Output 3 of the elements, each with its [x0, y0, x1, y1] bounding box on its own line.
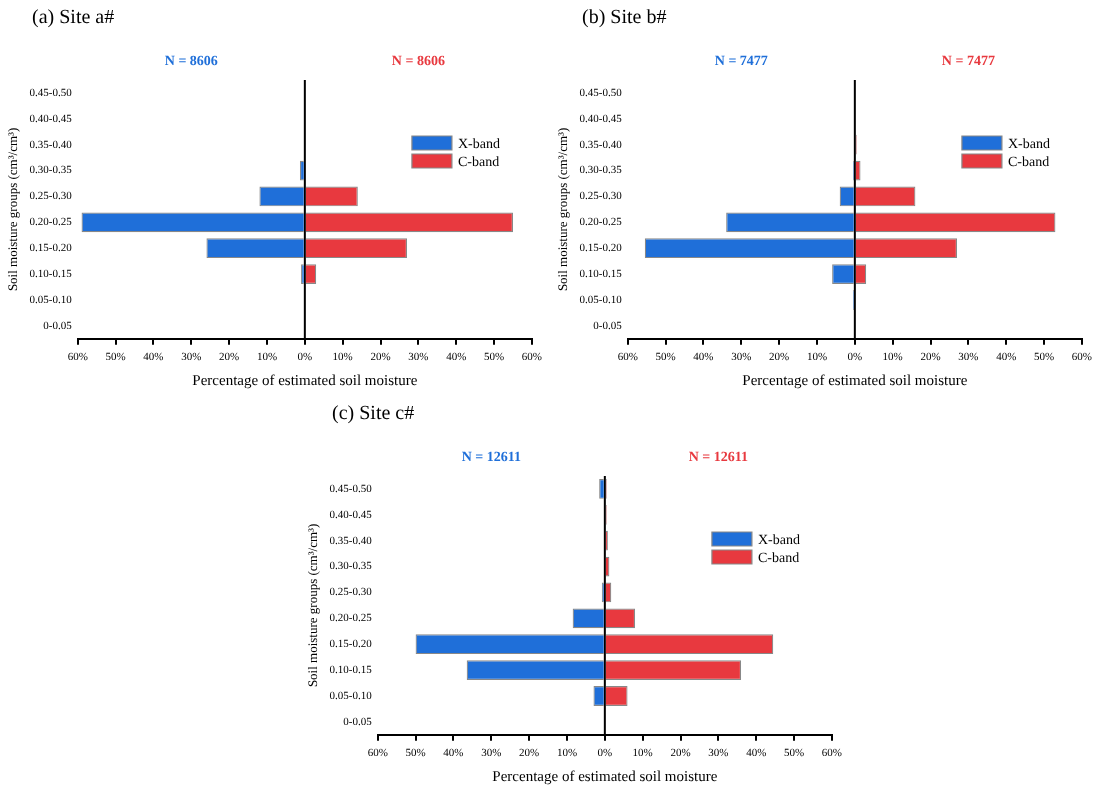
chart-title: (a) Site a#	[32, 7, 115, 30]
chart-title: (c) Site c#	[332, 403, 415, 426]
chart-title: (b) Site b#	[582, 7, 667, 30]
